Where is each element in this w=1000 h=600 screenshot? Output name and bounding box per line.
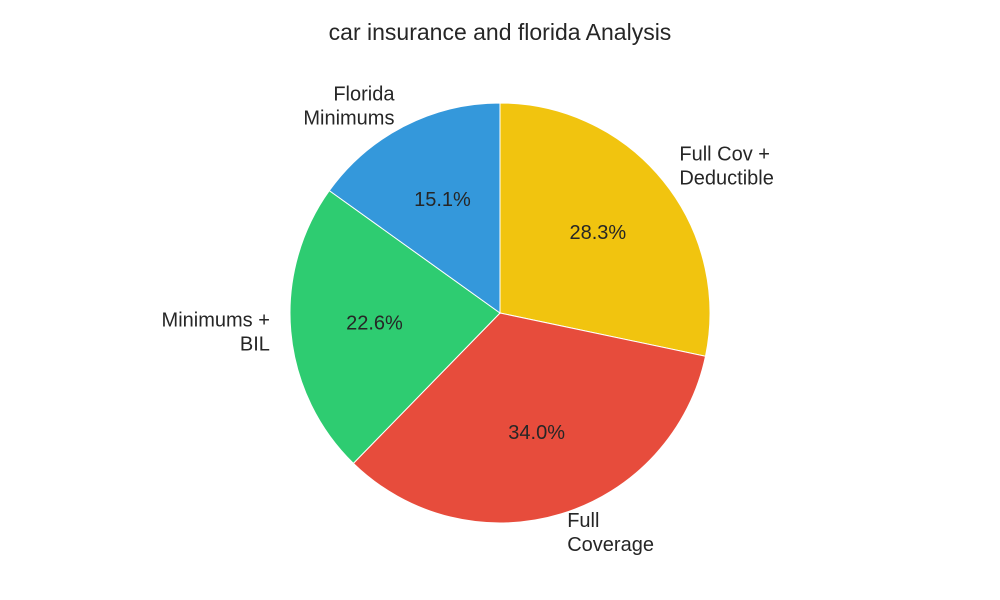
pie-slice [352,312,707,524]
pie-slice [289,189,501,465]
slice-label: Minimums + BIL [162,310,270,356]
pie-slice [499,102,711,357]
slice-percent-label: 28.3% [569,222,626,244]
slice-label: Full Coverage [567,510,654,556]
slice-percent-label: 22.6% [346,312,403,334]
slice-label: Full Cov + Deductible [679,144,774,190]
pie-slice [328,102,501,314]
chart-title: car insurance and florida Analysis [329,19,672,45]
slice-percent-label: 34.0% [508,422,565,444]
slice-label: Florida Minimums [303,84,395,130]
slice-percent-label: 15.1% [414,189,471,211]
